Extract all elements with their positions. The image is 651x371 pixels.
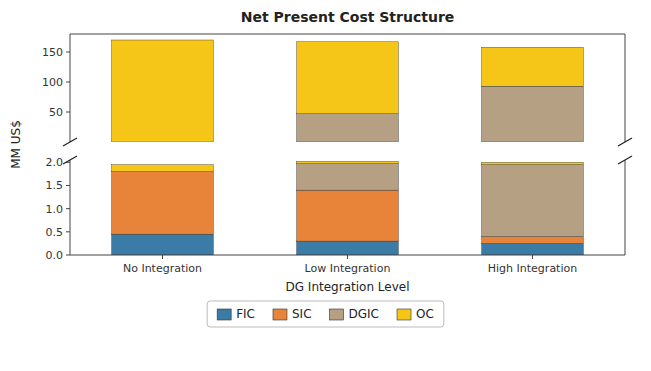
bar [297, 161, 399, 163]
legend-label: OC [416, 307, 434, 321]
legend-label: DGIC [349, 307, 379, 321]
break-mark [618, 156, 632, 164]
bar [297, 164, 399, 190]
legend-label: SIC [292, 307, 312, 321]
x-tick-label: High Integration [488, 262, 577, 275]
legend-label: FIC [236, 307, 255, 321]
x-tick-label: Low Integration [305, 262, 391, 275]
bar [297, 42, 399, 114]
break-mark [618, 138, 632, 146]
y-tick [66, 52, 70, 53]
y-tick [66, 112, 70, 113]
break-mark [63, 156, 77, 164]
legend: FIC SIC DGIC OC [207, 301, 444, 327]
x-axis-label: DG Integration Level [286, 280, 410, 294]
y-tick [66, 185, 70, 186]
legend-swatch [273, 309, 287, 320]
bar [112, 40, 214, 142]
y-tick [66, 255, 70, 256]
axis-line [625, 34, 626, 142]
axis-line [625, 160, 626, 255]
y-tick-label: 0.5 [46, 226, 64, 239]
y-tick-label: 0.0 [46, 249, 64, 262]
x-tick [347, 255, 348, 259]
bar [112, 165, 214, 172]
bar [297, 190, 399, 241]
legend-swatch [330, 309, 344, 320]
axis-line [70, 160, 71, 255]
y-tick-label: 100 [42, 76, 63, 89]
bar [482, 162, 584, 164]
bar [297, 114, 399, 142]
bar [482, 243, 584, 255]
legend-swatch [217, 309, 231, 320]
y-tick-label: 2.0 [46, 156, 64, 169]
y-tick [66, 231, 70, 232]
legend-swatch [397, 309, 411, 320]
bar [112, 234, 214, 255]
x-tick [532, 255, 533, 259]
axis-line [70, 34, 625, 35]
y-tick [66, 82, 70, 83]
panel: 50 100 150 Net Present Cost Structure MM US$ [9, 9, 625, 169]
x-tick-label: No Integration [123, 262, 202, 275]
bar [482, 165, 584, 237]
bars [112, 40, 584, 142]
bars [112, 161, 584, 255]
y-tick-label: 1.5 [46, 179, 64, 192]
y-tick-label: 1.0 [46, 203, 64, 216]
y-tick-label: 150 [42, 46, 63, 59]
chart: 50 100 150 Net Present Cost Structure MM US$… [0, 0, 651, 371]
bar [112, 172, 214, 235]
y-tick [66, 208, 70, 209]
bar [482, 47, 584, 86]
y-tick-label: 50 [49, 106, 63, 119]
title: Net Present Cost Structure [241, 9, 455, 25]
y-axis-label: MM US$ [9, 120, 23, 169]
legend-frame [207, 301, 444, 327]
bar [297, 241, 399, 255]
panel: 0.0 0.5 1.0 1.5 2.0 No Integration Low Integra… [46, 156, 626, 294]
x-tick [162, 255, 163, 259]
bar [482, 86, 584, 142]
axis-line [70, 34, 71, 142]
break-mark [63, 138, 77, 146]
bar [482, 236, 584, 243]
